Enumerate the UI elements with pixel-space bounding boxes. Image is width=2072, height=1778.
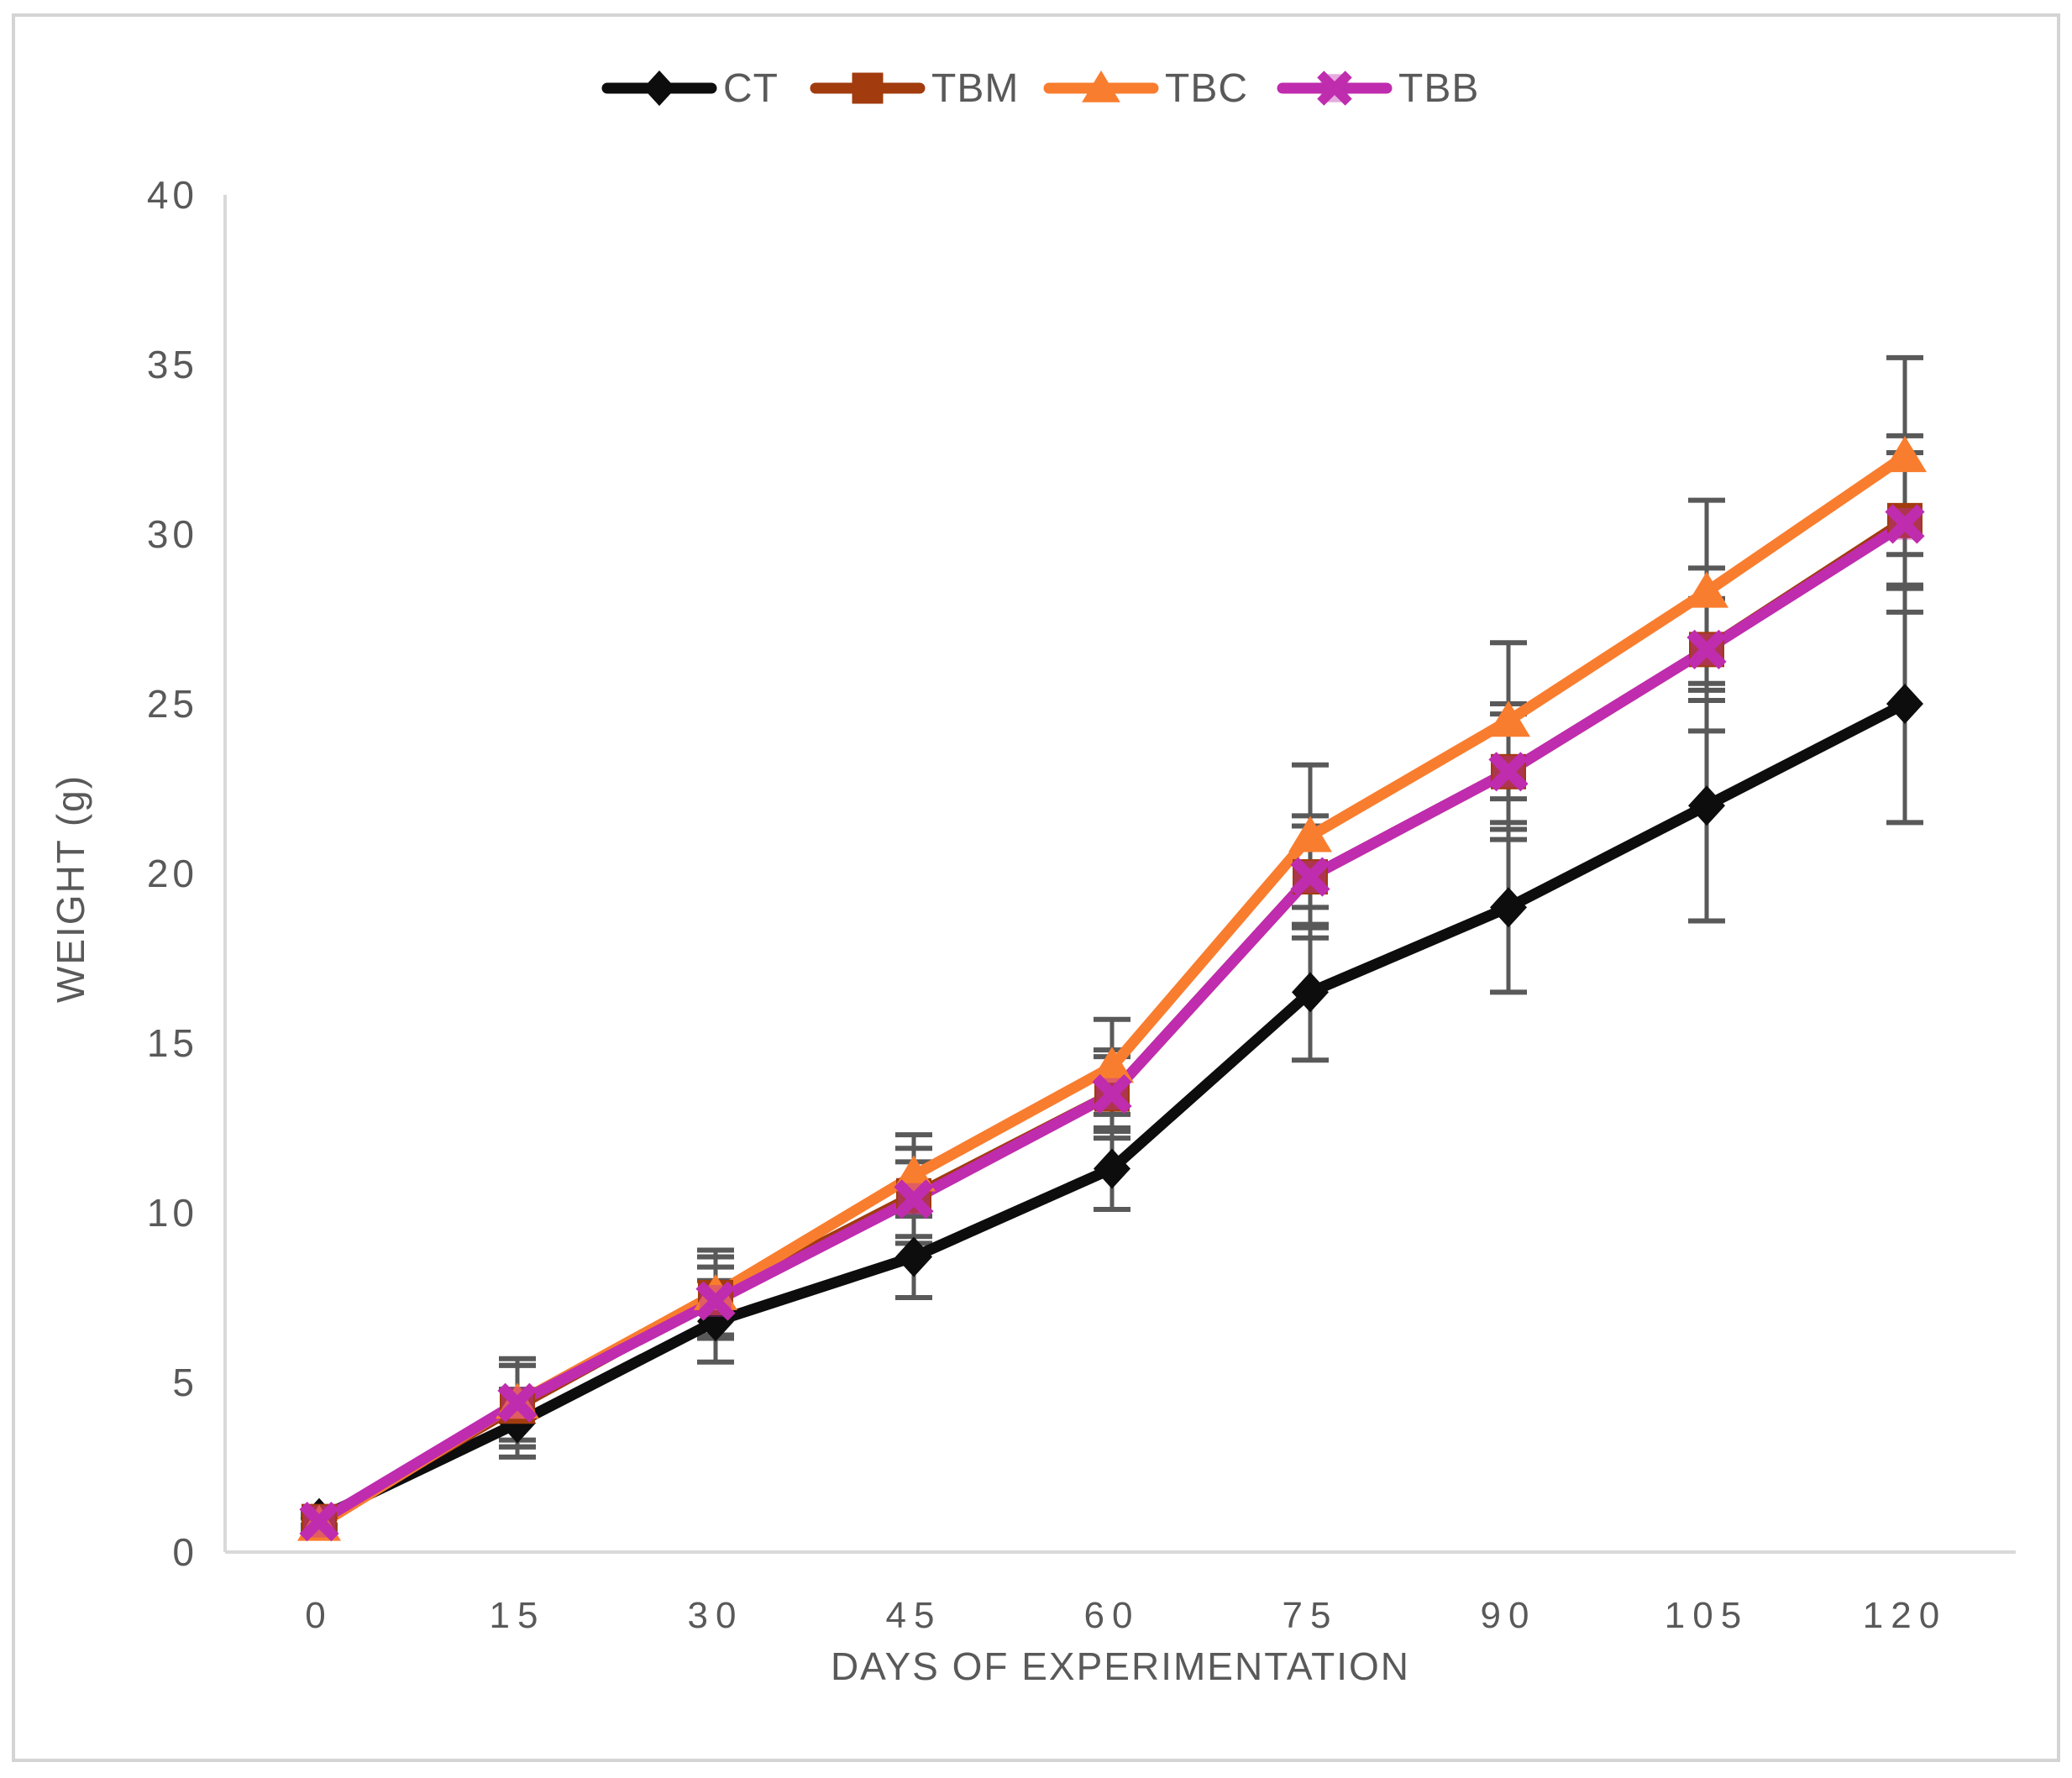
marker-x-stroke xyxy=(1317,71,1352,106)
marker-x-stroke xyxy=(1290,857,1330,897)
x-tick-label: 45 xyxy=(886,1595,942,1636)
x-tick-label: 90 xyxy=(1481,1595,1537,1636)
marker-triangle xyxy=(1288,816,1332,852)
marker-x-stroke xyxy=(894,1179,934,1219)
marker-x-stroke xyxy=(497,1382,538,1423)
error-bars-layer xyxy=(301,354,1923,1534)
marker-triangle xyxy=(1082,70,1120,102)
marker-square xyxy=(852,72,884,104)
marker-diamond xyxy=(1886,684,1923,724)
marker-diamond xyxy=(1490,887,1527,928)
x-tick-label: 105 xyxy=(1665,1595,1749,1636)
marker-x-stroke xyxy=(695,1281,736,1321)
series-markers-TBB xyxy=(299,504,1925,1542)
series-lines-layer xyxy=(313,450,1911,1531)
marker-x-stroke xyxy=(1885,504,1925,544)
x-tick-label: 120 xyxy=(1863,1595,1947,1636)
legend-label: TBM xyxy=(931,66,1019,111)
series-line-TBC xyxy=(313,450,1911,1531)
legend: CT TBM TBC TBB xyxy=(601,66,1479,111)
x-tick-label: 15 xyxy=(490,1595,546,1636)
marker-triangle xyxy=(1090,1046,1134,1083)
axes-layer xyxy=(223,195,2016,1554)
marker-diamond xyxy=(643,70,676,107)
legend-label: CT xyxy=(723,66,779,111)
marker-x-stroke xyxy=(1686,629,1727,669)
marker-triangle xyxy=(1883,436,1927,473)
marker-diamond xyxy=(895,1236,932,1277)
marker-diamond xyxy=(1292,972,1329,1013)
legend-item-TBB: TBB xyxy=(1277,66,1479,111)
x-axis-title: DAYS OF EXPERIMENTATION xyxy=(831,1644,1410,1688)
marker-diamond xyxy=(1688,785,1725,826)
x-tick-label: 60 xyxy=(1084,1595,1141,1636)
legend-item-CT: CT xyxy=(601,66,779,111)
x-tick-label: 0 xyxy=(305,1595,333,1636)
legend-label: TBB xyxy=(1398,66,1479,111)
marker-diamond xyxy=(1094,1148,1130,1189)
error-bars-TBB xyxy=(301,433,1923,1531)
marker-triangle xyxy=(1685,571,1728,608)
marker-x-stroke xyxy=(299,1502,339,1542)
y-tick-label: 35 xyxy=(147,343,198,386)
y-tick-label: 25 xyxy=(147,682,198,726)
legend-label: TBC xyxy=(1165,66,1248,111)
y-tick-label: 40 xyxy=(147,173,198,217)
x-tick-label: 30 xyxy=(688,1595,744,1636)
legend-item-TBC: TBC xyxy=(1043,66,1248,111)
y-tick-label: 20 xyxy=(147,852,198,895)
x-tick-label: 75 xyxy=(1283,1595,1339,1636)
legend-item-TBM: TBM xyxy=(810,66,1019,111)
error-bars-TBC xyxy=(301,354,1923,1534)
y-axis-title: WEIGHT (g) xyxy=(49,774,92,1003)
tick-labels-layer: 0 5 10 15 20 25 30 35 40 0 15 30 45 60 75 90 105 120 xyxy=(147,173,1947,1636)
series-markers-layer xyxy=(297,436,1927,1542)
y-tick-label: 10 xyxy=(147,1191,198,1235)
y-tick-label: 5 xyxy=(172,1361,198,1404)
marker-x-stroke xyxy=(1092,1074,1132,1115)
y-tick-label: 30 xyxy=(147,512,198,556)
marker-x-stroke xyxy=(1488,752,1529,792)
y-tick-label: 15 xyxy=(147,1021,198,1065)
y-tick-label: 0 xyxy=(172,1530,198,1574)
marker-triangle xyxy=(1487,700,1530,737)
marker-triangle xyxy=(694,1273,737,1310)
